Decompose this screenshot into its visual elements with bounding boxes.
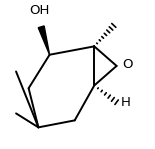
Text: H: H (121, 96, 131, 109)
Text: O: O (122, 58, 133, 71)
Polygon shape (38, 26, 50, 55)
Text: OH: OH (30, 4, 50, 17)
